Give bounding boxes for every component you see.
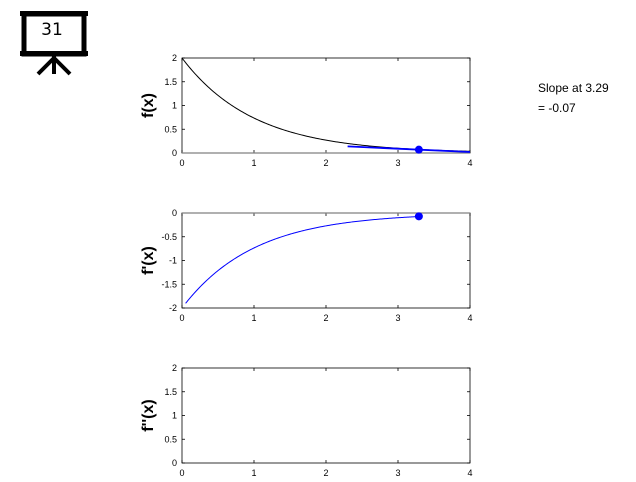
fprime-marker-point (414, 212, 423, 221)
f-xtick-label: 0 (179, 158, 184, 168)
f-ytick-label: 1 (172, 101, 177, 111)
f-xtick-label: 4 (467, 158, 472, 168)
fprime-ytick-label: 0 (172, 208, 177, 218)
f-marker-point (414, 145, 423, 154)
fprime-ytick-label: -1 (169, 256, 177, 266)
f-ytick-label: 2 (172, 53, 177, 63)
fdoubleprime-ytick-label: 1 (172, 411, 177, 421)
fdoubleprime-ytick-label: 0.5 (164, 434, 177, 444)
f-ytick-label: 0.5 (164, 124, 177, 134)
fdoubleprime-xtick-label: 0 (179, 468, 184, 478)
fdoubleprime-xtick-label: 3 (395, 468, 400, 478)
f-series-line (181, 57, 471, 152)
slope-annotation-line2: = -0.07 (538, 101, 576, 115)
fdoubleprime-ytick-label: 2 (172, 363, 177, 373)
fdoubleprime-xtick-label: 2 (323, 468, 328, 478)
fprime-ytick-label: -2 (169, 303, 177, 313)
fdoubleprime-axes-box (181, 367, 471, 464)
fprime-xtick-label: 0 (179, 313, 184, 323)
f-xtick-label: 1 (251, 158, 256, 168)
slope-annotation-line1: Slope at 3.29 (538, 81, 609, 95)
fprime-xtick-label: 3 (395, 313, 400, 323)
f-xtick-label: 3 (395, 158, 400, 168)
fprime-xtick-label: 1 (251, 313, 256, 323)
fdoubleprime-xtick-label: 4 (467, 468, 472, 478)
fdoubleprime-ytick-label: 0 (172, 458, 177, 468)
presentation-board-icon (20, 11, 88, 76)
f-ylabel: f(x) (140, 93, 157, 118)
fprime-xtick-label: 4 (467, 313, 472, 323)
f-axes-box (181, 57, 471, 154)
f-tangent-line (347, 145, 471, 153)
fprime-ytick-label: -0.5 (161, 232, 177, 242)
f-ytick-label: 1.5 (164, 77, 177, 87)
fdoubleprime-xtick-label: 1 (251, 468, 256, 478)
f-xtick-label: 2 (323, 158, 328, 168)
slope-annotation: Slope at 3.29 = -0.07 (538, 78, 609, 118)
f-ytick-label: 0 (172, 148, 177, 158)
fprime-axes-box (181, 212, 471, 309)
fprime-series-line (185, 216, 419, 304)
slide-number: 31 (41, 20, 63, 40)
fprime-xtick-label: 2 (323, 313, 328, 323)
fdoubleprime-ylabel: f''(x) (140, 399, 157, 432)
fdoubleprime-ytick-label: 1.5 (164, 387, 177, 397)
fprime-ytick-label: -1.5 (161, 279, 177, 289)
fprime-ylabel: f'(x) (140, 246, 157, 275)
